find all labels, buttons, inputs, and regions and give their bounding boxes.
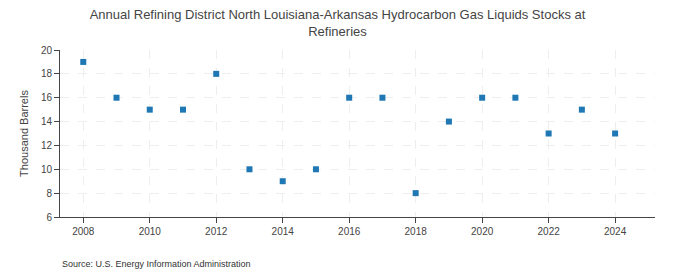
svg-text:16: 16 [41,92,53,103]
svg-text:20: 20 [41,45,53,56]
svg-text:2014: 2014 [272,226,295,237]
svg-text:2018: 2018 [405,226,428,237]
svg-text:12: 12 [41,140,53,151]
svg-text:2024: 2024 [604,226,627,237]
svg-text:2010: 2010 [139,226,162,237]
svg-text:18: 18 [41,68,53,79]
svg-text:6: 6 [46,212,52,223]
svg-text:Thousand Barrels: Thousand Barrels [18,90,30,177]
svg-text:2008: 2008 [72,226,95,237]
svg-text:Source: U.S. Energy Informatio: Source: U.S. Energy Information Administ… [62,259,251,269]
svg-text:Annual Refining District North: Annual Refining District North Louisiana… [90,7,586,39]
svg-text:10: 10 [41,164,53,175]
svg-text:2020: 2020 [471,226,494,237]
svg-text:2012: 2012 [205,226,228,237]
svg-text:8: 8 [46,188,52,199]
svg-text:2022: 2022 [538,226,561,237]
svg-text:2016: 2016 [338,226,361,237]
svg-text:14: 14 [41,116,53,127]
